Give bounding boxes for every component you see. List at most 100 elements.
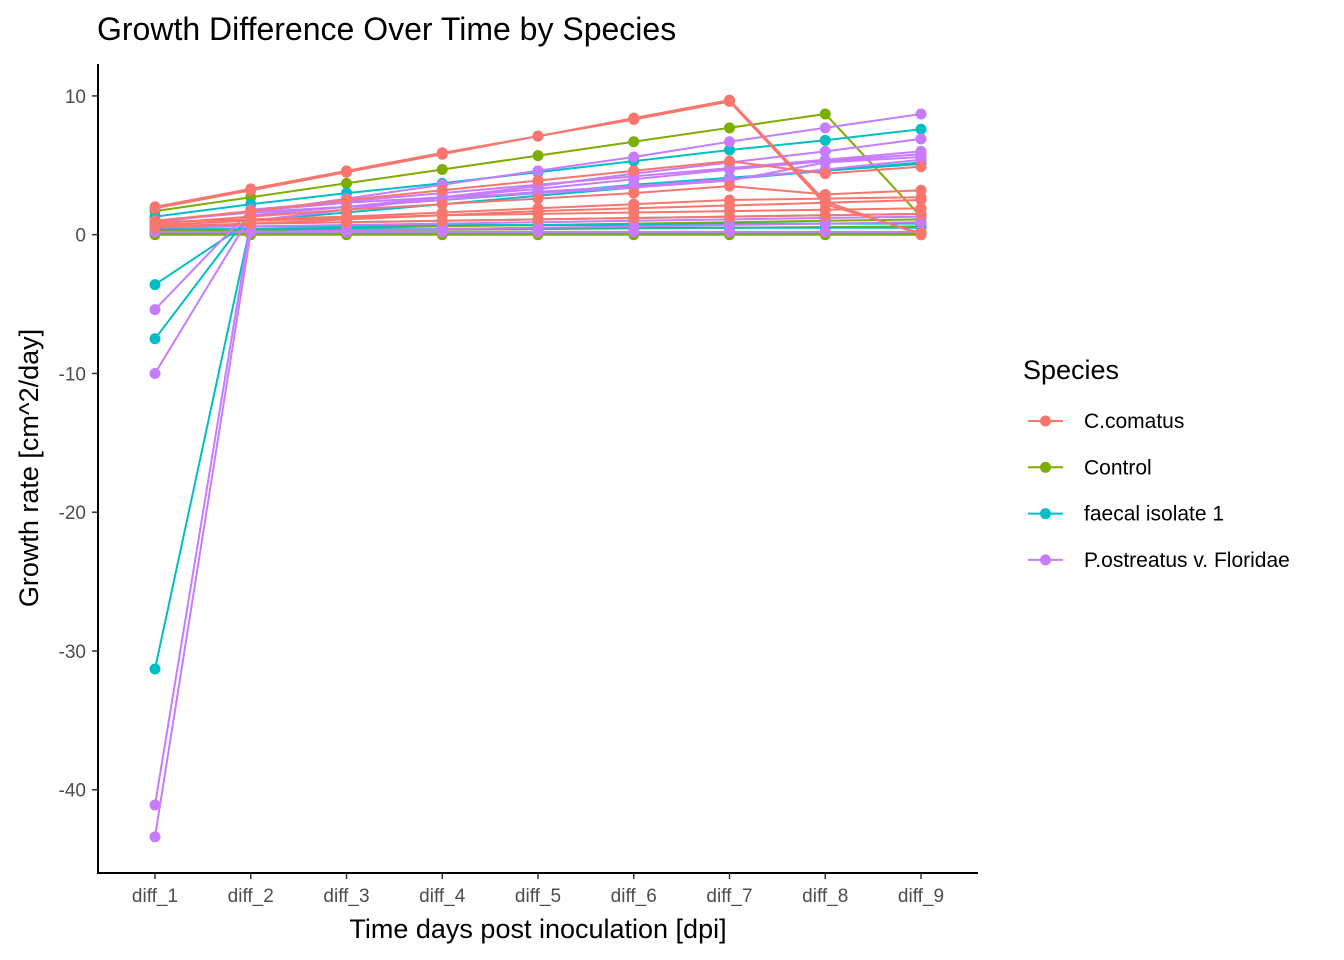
data-point	[149, 367, 161, 379]
data-point	[819, 122, 831, 134]
data-point	[915, 108, 927, 120]
data-point	[532, 165, 544, 177]
legend-item: Control	[1028, 456, 1152, 479]
data-point	[149, 333, 161, 345]
data-point	[915, 227, 927, 239]
legend-label: C.comatus	[1084, 410, 1184, 433]
data-point	[532, 213, 544, 225]
data-point	[724, 211, 735, 223]
data-point	[819, 168, 831, 180]
x-tick-label: diff_3	[323, 886, 369, 907]
y-tick-label: -40	[59, 781, 86, 802]
x-axis-title: Time days post inoculation [dpi]	[349, 914, 726, 944]
y-axis-title: Growth rate [cm^2/day]	[14, 329, 44, 607]
legend-title: Species	[1023, 355, 1119, 385]
legend-item: faecal isolate 1	[1028, 503, 1224, 526]
data-point	[628, 136, 640, 148]
y-ticks: 10 0 -10 -20 -30 -40	[59, 87, 98, 802]
y-tick-label: 10	[65, 87, 86, 108]
data-point	[436, 184, 448, 196]
data-point	[819, 209, 831, 221]
y-tick-label: -20	[59, 503, 86, 524]
legend: Species C.comatus Control faecal isolate 1…	[1023, 355, 1290, 572]
x-tick-label: diff_9	[898, 886, 944, 907]
data-point	[149, 663, 161, 675]
legend-label: Control	[1084, 456, 1152, 479]
legend-key-point	[1040, 554, 1051, 566]
data-point	[436, 226, 448, 238]
data-point	[245, 226, 257, 238]
data-point	[149, 279, 161, 291]
legend-key-point	[1040, 461, 1051, 473]
data-point	[915, 161, 927, 173]
data-point	[819, 108, 831, 120]
data-point	[436, 198, 448, 210]
data-point	[628, 165, 640, 177]
data-point	[819, 226, 831, 238]
data-point	[915, 208, 927, 220]
data-point	[436, 148, 448, 160]
plot-area: 10 0 -10 -20 -30 -40 diff_1 diff_2 diff_3 diff_4…	[59, 64, 978, 907]
chart-title: Growth Difference Over Time by Species	[97, 11, 676, 47]
data-point	[149, 799, 161, 811]
x-tick-label: diff_7	[706, 886, 752, 907]
legend-item: P.ostreatus v. Floridae	[1028, 549, 1290, 572]
legend-label: P.ostreatus v. Floridae	[1084, 549, 1290, 572]
data-point	[532, 193, 544, 205]
data-point	[436, 215, 448, 227]
data-point	[341, 226, 352, 238]
data-point	[628, 212, 640, 224]
data-point	[149, 304, 161, 316]
x-ticks: diff_1 diff_2 diff_3 diff_4 diff_5 diff_6 diff…	[132, 873, 944, 907]
x-tick-label: diff_2	[228, 886, 274, 907]
legend-key-point	[1040, 508, 1051, 520]
series-layer	[149, 94, 927, 843]
series-control	[149, 108, 927, 223]
data-point	[628, 151, 640, 163]
data-point	[724, 226, 735, 238]
data-point	[149, 831, 161, 843]
data-point	[341, 177, 352, 189]
data-point	[149, 202, 161, 214]
data-point	[724, 180, 735, 192]
data-point	[245, 218, 257, 230]
y-tick-label: -10	[59, 364, 86, 385]
series-c-comatus	[149, 208, 927, 232]
legend-label: faecal isolate 1	[1084, 503, 1224, 526]
data-point	[724, 95, 735, 107]
data-point	[341, 166, 352, 178]
x-tick-label: diff_8	[802, 886, 848, 907]
data-point	[628, 187, 640, 199]
data-point	[819, 134, 831, 146]
data-point	[532, 226, 544, 238]
data-point	[628, 114, 640, 126]
x-tick-label: diff_1	[132, 886, 178, 907]
data-point	[724, 144, 735, 156]
data-point	[915, 133, 927, 145]
data-point	[915, 194, 927, 206]
data-point	[341, 216, 352, 228]
data-point	[724, 136, 735, 148]
data-point	[724, 155, 735, 167]
legend-items: C.comatus Control faecal isolate 1 P.ostrea…	[1028, 410, 1290, 572]
data-point	[341, 194, 352, 206]
data-point	[532, 175, 544, 187]
data-point	[532, 150, 544, 162]
data-point	[436, 163, 448, 175]
x-tick-label: diff_5	[515, 886, 561, 907]
data-point	[245, 184, 257, 196]
y-tick-label: -30	[59, 642, 86, 663]
data-point	[628, 226, 640, 238]
data-point	[149, 220, 161, 232]
data-point	[819, 145, 831, 157]
legend-key-point	[1040, 415, 1051, 427]
legend-item: C.comatus	[1028, 410, 1184, 433]
data-point	[532, 130, 544, 142]
x-tick-label: diff_6	[611, 886, 657, 907]
data-point	[724, 122, 735, 134]
data-point	[915, 123, 927, 135]
y-tick-label: 0	[75, 226, 86, 247]
x-tick-label: diff_4	[419, 886, 466, 907]
